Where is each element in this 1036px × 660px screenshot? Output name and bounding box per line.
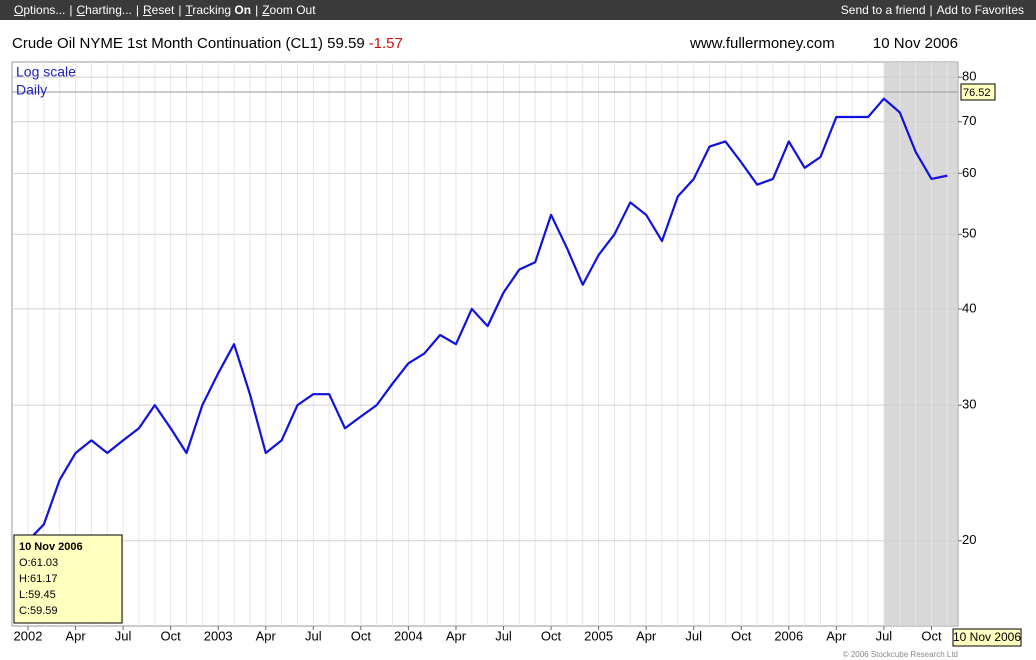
x-tick-label: Apr: [446, 628, 467, 643]
info-date: 10 Nov 2006: [19, 541, 83, 553]
reset-button[interactable]: Reset: [143, 3, 175, 17]
x-tick-label: Jul: [115, 628, 132, 643]
period-label: Daily: [16, 82, 47, 98]
tracking-state: On: [234, 3, 252, 17]
x-tick-label: Jul: [495, 628, 512, 643]
title: Crude Oil NYME 1st Month Continuation (C…: [12, 35, 365, 52]
change: -1.57: [369, 35, 403, 52]
options-button[interactable]: Options...: [14, 3, 66, 17]
info-line: H:61.17: [19, 573, 58, 585]
x-tick-label: 2002: [14, 628, 43, 643]
favorites-link[interactable]: Add to Favorites: [936, 3, 1024, 17]
x-tick-label: Jul: [876, 628, 893, 643]
plot-frame: [11, 61, 959, 627]
price-line: [27, 97, 948, 542]
end-date: 10 Nov 2006: [953, 630, 1021, 644]
y-tick-label: 20: [962, 532, 976, 547]
reference-label: 76.52: [963, 87, 991, 99]
x-tick-label: 2003: [204, 628, 233, 643]
date: 10 Nov 2006: [873, 35, 958, 52]
y-tick-label: 60: [962, 165, 976, 180]
reference-box: [960, 83, 996, 101]
info-line: L:59.45: [19, 589, 56, 601]
x-tick-label: Oct: [351, 628, 372, 643]
info-line: O:61.03: [19, 557, 58, 569]
y-tick-label: 40: [962, 300, 976, 315]
x-tick-label: Oct: [541, 628, 562, 643]
x-tick-label: 2004: [394, 628, 423, 643]
chart-title: Crude Oil NYME 1st Month Continuation (C…: [12, 35, 403, 52]
charting-button[interactable]: Charting...: [76, 3, 132, 17]
tracking-button[interactable]: Tracking On: [185, 3, 251, 17]
zoom-out-button[interactable]: Zoom Out: [262, 3, 316, 17]
y-tick-label: 80: [962, 69, 976, 84]
x-tick-label: 2005: [584, 628, 613, 643]
x-tick-label: 2006: [774, 628, 803, 643]
x-tick-label: Jul: [685, 628, 702, 643]
info-box-bg: [13, 534, 123, 624]
x-tick-label: Apr: [636, 628, 657, 643]
end-date-box: [952, 628, 1022, 647]
x-tick-label: Apr: [256, 628, 277, 643]
x-tick-label: Oct: [921, 628, 942, 643]
y-tick-label: 30: [962, 397, 976, 412]
send-link[interactable]: Send to a friend: [840, 3, 926, 17]
toolbar: Options... | Charting... | Reset | Tracking On…: [0, 0, 1036, 20]
x-tick-label: Apr: [826, 628, 847, 643]
x-tick-label: Apr: [65, 628, 86, 643]
info-box: 10 Nov 2006 O:61.03 H:61.17 L:59.45 C:59…: [13, 534, 123, 624]
tracking-label: Tracking: [185, 3, 232, 17]
scale-label: Log scale: [16, 64, 76, 80]
copyright: © 2006 Stockcube Research Ltd: [843, 650, 958, 659]
x-tick-label: Oct: [731, 628, 752, 643]
x-tick-label: Jul: [305, 628, 322, 643]
info-line: C:59.59: [19, 605, 58, 617]
toolbar-right: Send to a friend | Add to Favorites: [840, 3, 1024, 17]
y-tick-label: 70: [962, 113, 976, 128]
y-tick-label: 50: [962, 226, 976, 241]
shaded-region: [883, 63, 957, 625]
source: www.fullermoney.com: [689, 35, 835, 52]
toolbar-left: Options... | Charting... | Reset | Tracking On…: [14, 0, 316, 20]
x-tick-label: Oct: [161, 628, 182, 643]
